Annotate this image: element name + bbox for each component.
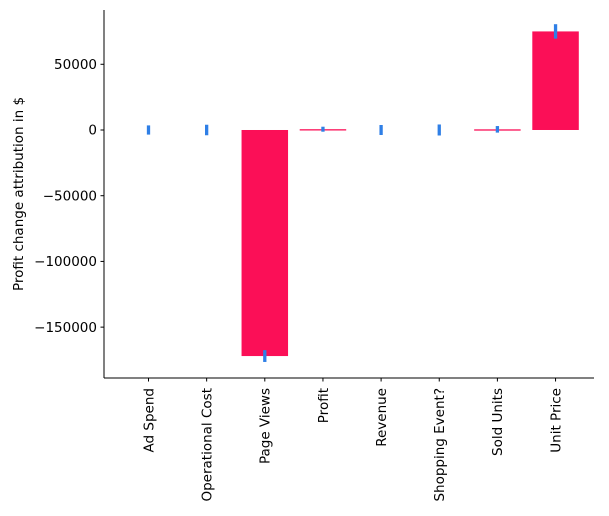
x-tick-label-sold-units: Sold Units [490, 388, 506, 456]
y-axis-label: Profit change attribution in $ [11, 97, 27, 291]
bar-unit-price [532, 31, 579, 130]
y-tick-label: 50000 [54, 57, 97, 73]
x-tick-label-operational-cost: Operational Cost [199, 388, 215, 502]
y-tick-label: −100000 [34, 254, 97, 270]
y-tick-label: −150000 [34, 320, 97, 336]
plot-area: 50000 0 −50000 −100000 −150000 Ad Spend Operat… [34, 10, 594, 502]
y-tick-label: −50000 [43, 188, 97, 204]
x-tick-label-shopping-event: Shopping Event? [432, 388, 448, 502]
y-tick-label: 0 [88, 123, 97, 139]
x-tick-label-page-views: Page Views [258, 388, 274, 464]
bar-page-views [241, 129, 289, 357]
x-tick-label-profit: Profit [316, 388, 332, 423]
x-tick-label-revenue: Revenue [374, 388, 390, 447]
x-tick-label-ad-spend: Ad Spend [141, 388, 157, 452]
x-tick-label-unit-price: Unit Price [548, 388, 564, 453]
